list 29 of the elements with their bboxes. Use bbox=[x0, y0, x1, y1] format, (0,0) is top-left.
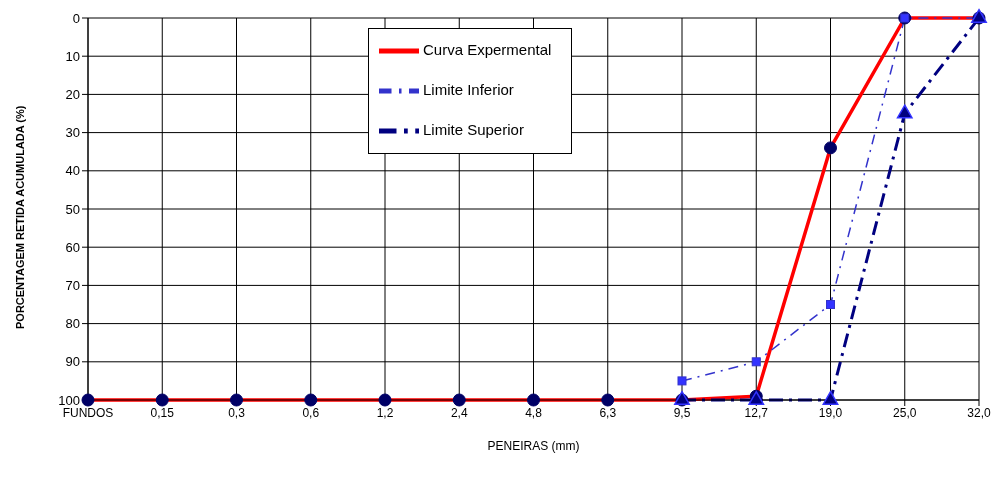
legend-label: Limite Superior bbox=[423, 120, 524, 138]
y-tick-label: 10 bbox=[65, 48, 80, 64]
y-tick-label: 90 bbox=[65, 354, 80, 370]
x-tick-label: 32,0 bbox=[967, 405, 991, 420]
y-axis-title: PORCENTAGEM RETIDA ACUMULADA (%) bbox=[13, 105, 26, 329]
y-tick-label: 50 bbox=[65, 201, 80, 217]
x-tick-label: 2,4 bbox=[450, 405, 468, 420]
y-tick-label: 80 bbox=[65, 316, 80, 332]
legend-label: Curva Expermental bbox=[423, 40, 552, 58]
x-tick-label: 6,3 bbox=[599, 405, 617, 420]
y-tick-label: 0 bbox=[72, 10, 80, 26]
y-tick-label: 40 bbox=[65, 163, 80, 179]
x-tick-label: FUNDOS bbox=[62, 405, 114, 420]
x-tick-label: 4,8 bbox=[525, 405, 543, 420]
y-tick-label: 70 bbox=[65, 278, 80, 294]
x-tick-label: 19,0 bbox=[818, 405, 843, 420]
x-tick-label: 0,6 bbox=[302, 405, 320, 420]
y-tick-label: 60 bbox=[65, 239, 80, 255]
legend-label: Limite Inferior bbox=[423, 80, 514, 98]
y-tick-label: 20 bbox=[65, 87, 80, 103]
x-tick-label: 25,0 bbox=[893, 405, 917, 420]
x-axis-title: PENEIRAS (mm) bbox=[487, 439, 580, 453]
x-tick-label: 1,2 bbox=[376, 405, 394, 420]
y-tick-label: 100 bbox=[58, 392, 80, 408]
x-tick-label: 0,15 bbox=[150, 405, 175, 420]
x-tick-label: 12,7 bbox=[744, 405, 769, 420]
y-tick-label: 30 bbox=[65, 125, 80, 141]
x-tick-label: 9,5 bbox=[673, 405, 691, 420]
x-tick-label: 0,3 bbox=[228, 405, 246, 420]
